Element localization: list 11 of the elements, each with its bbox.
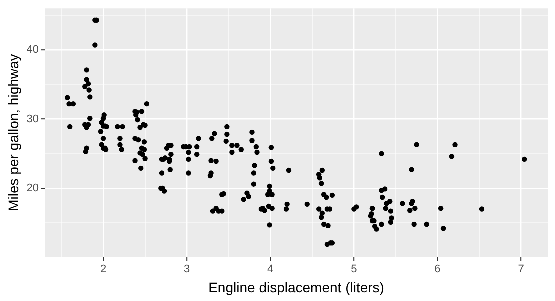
x-axis-title: Engline displacement (liters) [208,279,384,296]
x-tick-label: 7 [518,264,524,276]
x-tick-label: 5 [351,264,358,276]
y-tick-label: 40 [26,44,40,56]
x-tick-label: 3 [184,264,190,276]
y-axis-title: Miles per gallon, highway [5,54,22,212]
x-tick-label: 2 [100,264,107,276]
x-tick-label: 4 [268,264,274,276]
y-tick-label: 30 [26,113,40,126]
x-tick-label: 6 [434,264,441,276]
y-tick-label: 20 [26,182,40,195]
